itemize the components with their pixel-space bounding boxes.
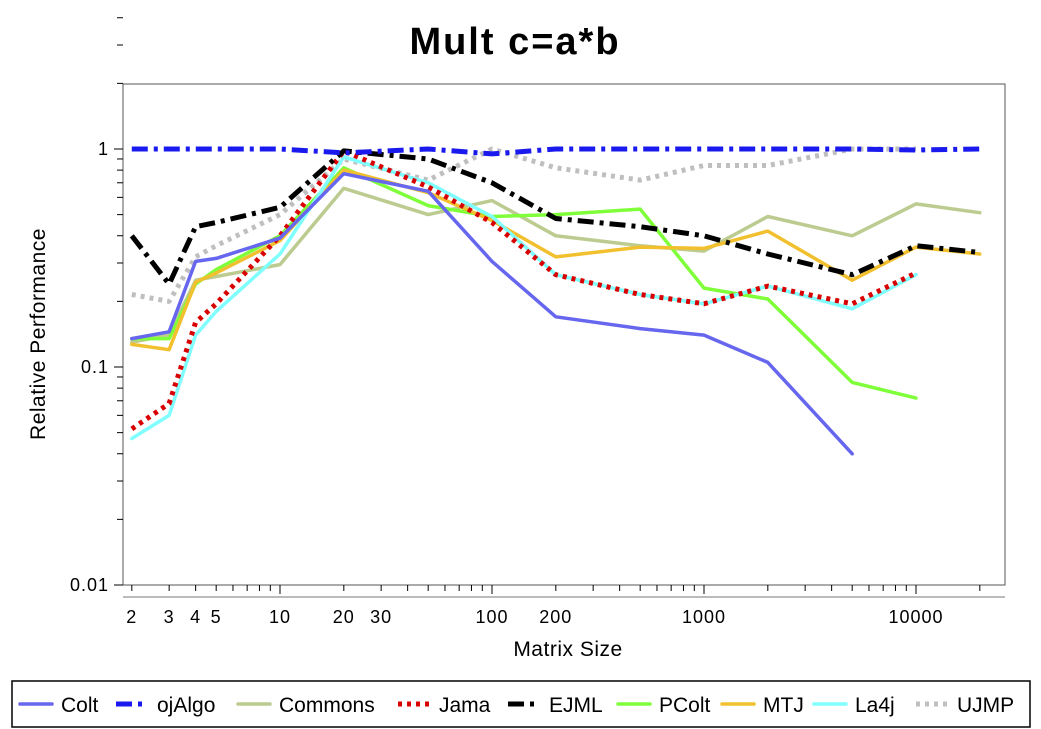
x-axis: 2 3 4 5 10 20 30 100 200 1000 10000: [123, 585, 1005, 627]
x-tick-label: 100: [475, 607, 508, 627]
legend-label-commons: Commons: [279, 694, 375, 717]
legend-label-la4j: La4j: [855, 694, 895, 717]
series-line-ojalgo: [131, 146, 980, 157]
legend: Colt ojAlgo Commons Jama EJML PColt MTJ La4j UJM…: [18, 694, 1014, 717]
y-tick-label: 0.1: [81, 357, 109, 377]
series-line-ejml: [129, 148, 981, 287]
x-tick-label: 2: [126, 607, 137, 627]
x-tick-label: 20: [333, 607, 355, 627]
x-tick-label: 200: [539, 607, 572, 627]
y-axis: 0.01 0.1 1: [70, 17, 123, 595]
x-tick-label: 1000: [682, 607, 726, 627]
legend-label-ejml: EJML: [549, 694, 603, 717]
legend-label-ujmp: UJMP: [957, 694, 1014, 717]
series-layer: [129, 146, 982, 456]
series-line-colt: [130, 171, 854, 456]
x-axis-label: Matrix Size: [513, 638, 622, 661]
y-tick-label: 0.01: [70, 575, 109, 595]
legend-label-ojalgo: ojAlgo: [157, 694, 215, 717]
x-tick-label: 4: [190, 607, 201, 627]
series-line-jama: [130, 148, 918, 431]
legend-label-colt: Colt: [61, 694, 99, 717]
y-tick-label: 1: [98, 139, 109, 159]
x-tick-label: 10000: [888, 607, 943, 627]
x-tick-label: 10: [269, 607, 291, 627]
chart-title: Mult c=a*b: [409, 21, 620, 63]
series-line-ujmp: [131, 146, 916, 304]
legend-label-pcolt: PColt: [659, 694, 711, 717]
legend-label-jama: Jama: [439, 694, 491, 717]
x-tick-label: 30: [370, 607, 392, 627]
y-axis-label: Relative Performance: [27, 228, 50, 440]
plot-frame: [122, 83, 1006, 586]
x-tick-label: 3: [164, 607, 175, 627]
series-line-mtj: [130, 168, 982, 352]
x-tick-label: 5: [211, 607, 222, 627]
legend-label-mtj: MTJ: [763, 694, 804, 717]
